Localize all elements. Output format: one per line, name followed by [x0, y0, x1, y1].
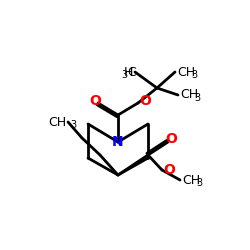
Text: 3: 3 — [70, 120, 76, 130]
Text: H: H — [124, 66, 133, 78]
Text: C: C — [127, 66, 136, 78]
Text: CH: CH — [180, 88, 198, 102]
Text: CH: CH — [177, 66, 195, 78]
Text: N: N — [112, 135, 124, 149]
Text: O: O — [163, 163, 175, 177]
Text: 3: 3 — [194, 93, 200, 103]
Text: 3: 3 — [121, 70, 127, 80]
Text: 3: 3 — [196, 178, 202, 188]
Text: CH: CH — [48, 116, 66, 128]
Text: O: O — [89, 94, 101, 108]
Text: O: O — [165, 132, 177, 146]
Text: O: O — [139, 94, 151, 108]
Text: CH: CH — [182, 174, 200, 186]
Text: 3: 3 — [191, 70, 197, 80]
